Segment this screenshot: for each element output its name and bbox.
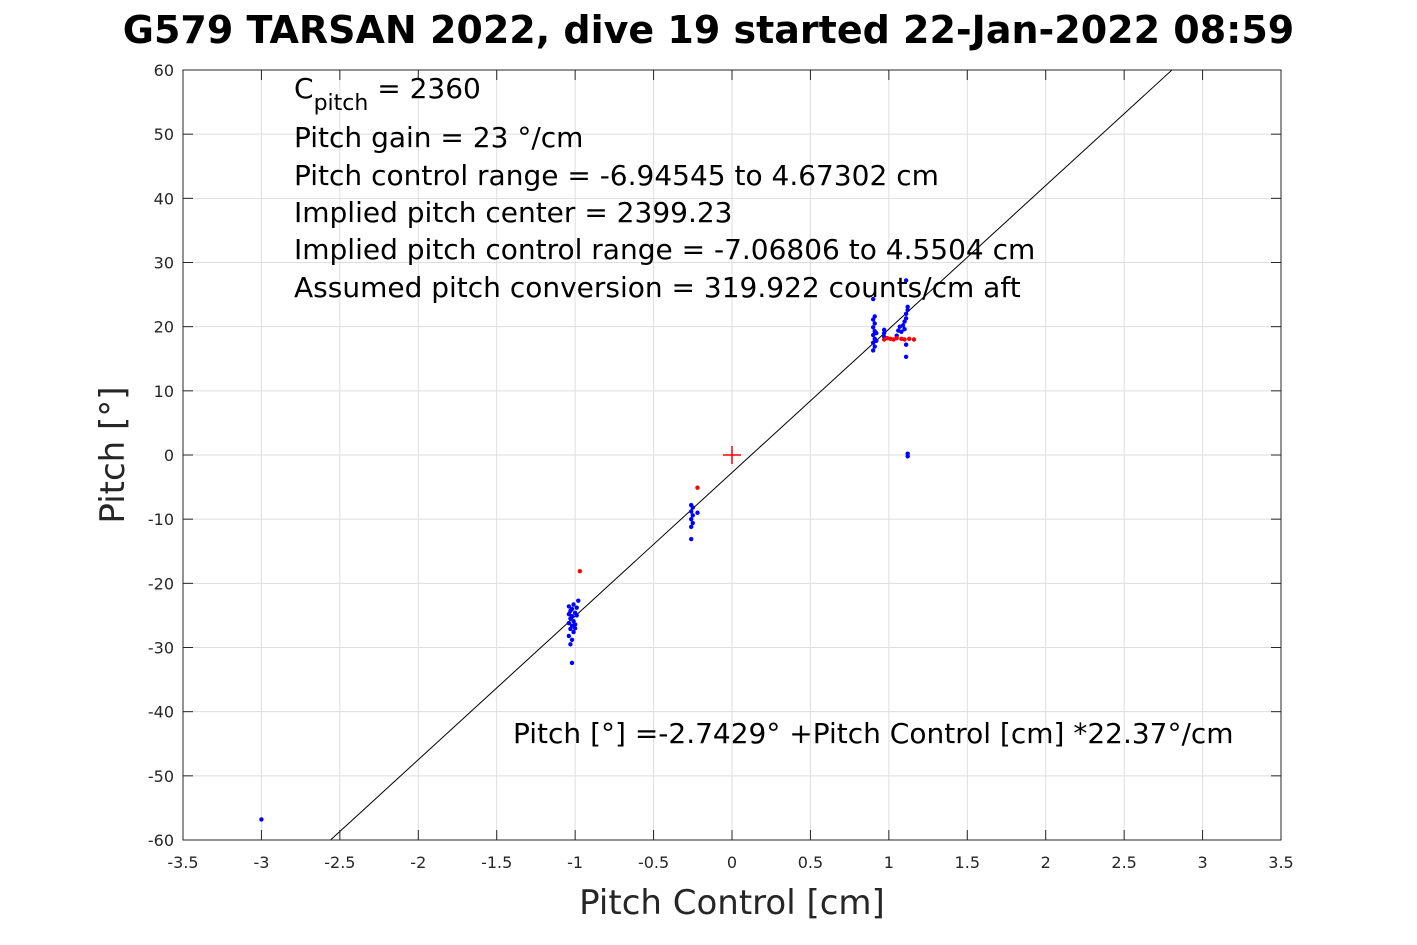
blue-data-point — [874, 338, 879, 343]
x-tick-label: 2.5 — [1111, 853, 1136, 872]
blue-data-point — [568, 642, 573, 647]
x-tick-label: -3.5 — [167, 853, 198, 872]
x-axis-label: Pitch Control [cm] — [579, 883, 885, 923]
y-tick-label: -60 — [148, 831, 174, 850]
tick-labels: -3.5 -3 -2.5 -2 -1.5 -1 -0.5 0 0.5 1 1.5 2 2.5 3 3.5 -6… — [148, 61, 1294, 872]
blue-data-point — [903, 316, 909, 321]
red-data-point — [577, 568, 583, 574]
c-pitch-main: C — [294, 72, 314, 105]
blue-data-point — [902, 327, 907, 332]
blue-data-point — [905, 307, 910, 313]
implied-pitch-center-annotation: Implied pitch center = 2399.23 — [294, 196, 732, 229]
blue-data-point — [574, 613, 579, 618]
blue-data-point — [905, 304, 910, 309]
red-data-point — [911, 337, 917, 342]
c-pitch-value: = 2360 — [368, 72, 481, 105]
red-data-point — [894, 336, 899, 341]
x-tick-label: 1.5 — [955, 853, 980, 872]
blue-data-point — [872, 321, 877, 326]
red-data-point — [907, 336, 912, 342]
y-tick-label: 20 — [154, 318, 174, 337]
blue-data-point — [899, 329, 904, 334]
implied-pitch-range-annotation: Implied pitch control range = -7.06806 t… — [294, 233, 1035, 266]
y-tick-label: 0 — [164, 446, 174, 465]
y-tick-label: 40 — [154, 189, 174, 208]
fit-line — [329, 70, 1173, 840]
blue-data-point — [872, 314, 877, 319]
fit-line-layer — [329, 70, 1173, 840]
blue-data-point — [566, 620, 572, 626]
c-pitch-subscript: pitch — [314, 91, 369, 116]
x-tick-label: -3 — [253, 853, 269, 872]
blue-data-point — [874, 330, 879, 336]
chart-title: G579 TARSAN 2022, dive 19 started 22-Jan… — [122, 8, 1295, 52]
blue-data-point — [566, 604, 572, 609]
y-tick-label: 10 — [154, 382, 174, 401]
blue-data-point — [881, 330, 887, 336]
blue-data-point — [572, 626, 578, 631]
y-tick-label: 60 — [154, 61, 174, 80]
y-tick-label: -30 — [148, 639, 174, 658]
blue-data-point — [870, 296, 876, 302]
blue-data-point — [571, 602, 576, 607]
y-axis-label: Pitch [°] — [93, 386, 133, 523]
blue-data-point — [689, 524, 694, 530]
y-tick-label: -40 — [148, 703, 174, 722]
x-tick-label: 0.5 — [798, 853, 823, 872]
blue-data-point — [903, 311, 909, 317]
blue-data-point — [569, 660, 575, 666]
red-data-point — [902, 337, 907, 342]
x-tick-label: 0 — [727, 853, 737, 872]
c-pitch-annotation: Cpitch = 2360 — [294, 72, 481, 116]
blue-data-point — [689, 536, 694, 542]
blue-data-point — [870, 348, 876, 353]
x-tick-label: -1 — [567, 853, 583, 872]
red-data-point — [695, 485, 700, 490]
pitch-control-range-annotation: Pitch control range = -6.94545 to 4.6730… — [294, 159, 939, 192]
blue-data-point — [569, 637, 575, 642]
x-tick-label: -2.5 — [324, 853, 355, 872]
blue-data-point — [900, 323, 906, 328]
annotation-block: Cpitch = 2360 Pitch gain = 23 °/cm Pitch… — [294, 72, 1035, 304]
blue-data-point — [870, 325, 876, 330]
blue-data-point — [571, 629, 576, 635]
x-tick-label: -0.5 — [638, 853, 669, 872]
blue-data-point — [690, 520, 695, 526]
data-points — [259, 278, 917, 822]
blue-data-point — [574, 605, 579, 610]
blue-data-point — [903, 354, 909, 360]
blue-data-point — [569, 606, 575, 612]
x-tick-label: 2 — [1041, 853, 1051, 872]
y-tick-label: -50 — [148, 767, 174, 786]
blue-data-point — [689, 502, 694, 508]
blue-data-point — [572, 622, 578, 627]
y-tick-label: -20 — [148, 574, 174, 593]
blue-data-point — [689, 516, 694, 522]
blue-data-point — [872, 344, 877, 349]
y-tick-label: -10 — [148, 510, 174, 529]
blue-data-point — [259, 817, 264, 822]
blue-data-point — [881, 327, 887, 333]
x-tick-label: 3.5 — [1268, 853, 1293, 872]
blue-data-point — [695, 510, 700, 515]
x-tick-label: 3 — [1197, 853, 1207, 872]
blue-data-point — [566, 633, 572, 639]
x-tick-label: 1 — [884, 853, 894, 872]
axes — [182, 69, 1282, 841]
blue-data-point — [689, 509, 694, 514]
y-tick-label: 30 — [154, 254, 174, 273]
fit-equation-annotation: Pitch [°] =-2.7429° +Pitch Control [cm] … — [513, 717, 1234, 750]
y-tick-label: 50 — [154, 125, 174, 144]
pitch-gain-annotation: Pitch gain = 23 °/cm — [294, 121, 583, 154]
pitch-conversion-annotation: Assumed pitch conversion = 319.922 count… — [294, 271, 1021, 304]
x-tick-label: -2 — [410, 853, 426, 872]
blue-data-point — [903, 342, 909, 347]
blue-data-point — [690, 513, 695, 518]
x-tick-label: -1.5 — [481, 853, 512, 872]
blue-data-point — [576, 598, 581, 603]
blue-data-point — [905, 454, 910, 459]
blue-data-point — [903, 278, 909, 283]
